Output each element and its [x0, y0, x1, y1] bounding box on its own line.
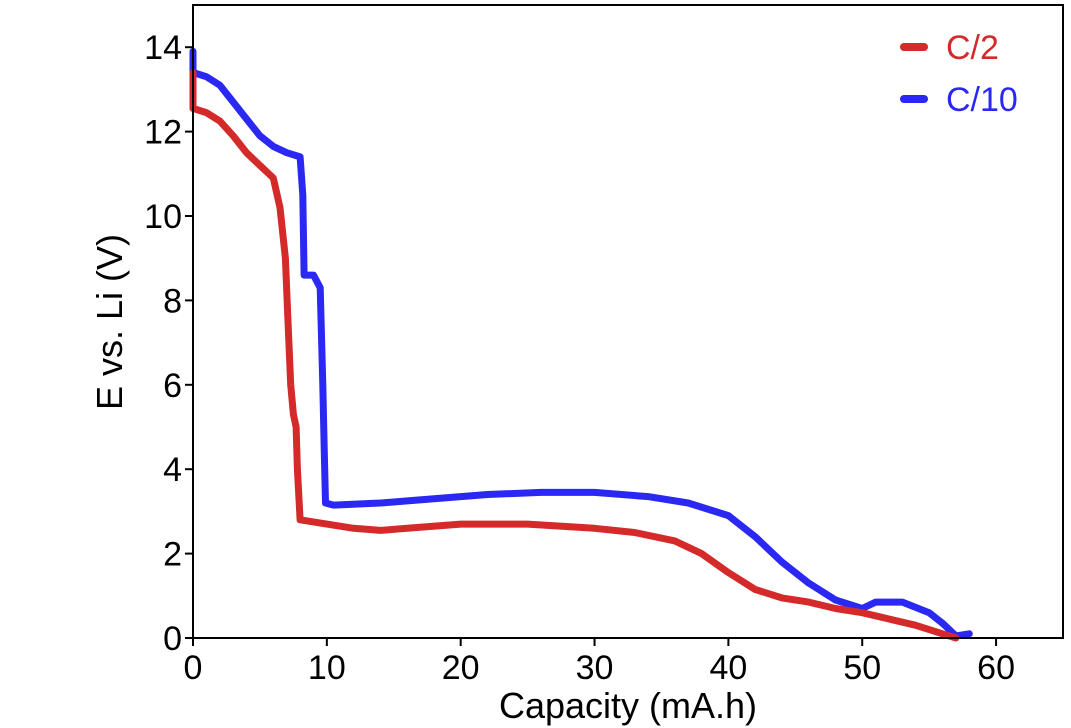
- y-tick-label: 4: [163, 451, 182, 489]
- series-line-C-10: [189, 47, 973, 640]
- y-tick-label: 14: [144, 29, 182, 67]
- y-tick-label: 10: [144, 198, 182, 236]
- x-axis: 0 10 20 30 40 50 60: [184, 638, 1015, 687]
- y-tick-label: 8: [163, 282, 182, 320]
- x-tick-label: 50: [843, 649, 881, 687]
- y-axis-label: E vs. Li (V): [89, 234, 130, 410]
- y-tick-label: 0: [163, 620, 182, 658]
- plot-area: [189, 47, 973, 642]
- y-tick-label: 2: [163, 536, 182, 574]
- legend-label: C/2: [946, 29, 999, 67]
- y-tick-label: 6: [163, 367, 182, 405]
- x-tick-label: 20: [442, 649, 480, 687]
- x-tick-label: 0: [184, 649, 203, 687]
- legend-label: C/10: [946, 81, 1018, 119]
- legend: C/2 C/10: [900, 29, 1018, 119]
- x-tick-label: 30: [576, 649, 614, 687]
- series-line-C-2: [189, 69, 960, 642]
- x-axis-label: Capacity (mA.h): [499, 685, 757, 726]
- plot-frame: [192, 4, 1064, 639]
- y-axis: 0 2 4 6 8 10 12 14: [144, 29, 193, 658]
- x-tick-label: 40: [709, 649, 747, 687]
- y-tick-label: 12: [144, 114, 182, 152]
- x-tick-label: 60: [977, 649, 1015, 687]
- x-tick-label: 10: [308, 649, 346, 687]
